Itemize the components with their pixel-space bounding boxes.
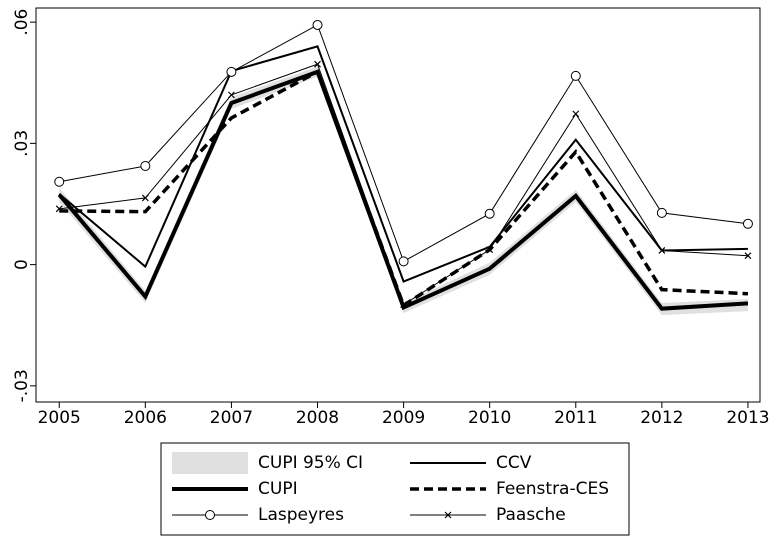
- x-tick-label: 2012: [640, 408, 683, 428]
- point-marker: [55, 205, 63, 213]
- x-tick-label: 2013: [726, 408, 769, 428]
- point-marker: [570, 70, 581, 81]
- legend-marker: [205, 510, 215, 520]
- point-marker: [314, 60, 321, 68]
- plot-frame: [35, 7, 761, 403]
- y-tick-label: .06: [12, 9, 32, 36]
- point-marker: [141, 194, 149, 202]
- point-marker: [398, 256, 409, 267]
- series-line: [59, 63, 748, 306]
- point-marker: [484, 208, 495, 219]
- point-marker: [54, 176, 65, 187]
- x-tick-label: 2006: [124, 408, 167, 428]
- series-line: [58, 45, 748, 283]
- x-tick-label: 2007: [210, 408, 253, 428]
- legend-label: CUPI 95% CI: [258, 453, 363, 473]
- x-tick-label: 2010: [468, 408, 511, 428]
- x-tick-label: 2005: [38, 408, 81, 428]
- point-marker: [486, 246, 494, 254]
- legend-label: Paasche: [496, 505, 566, 525]
- legend-swatch: [172, 452, 248, 474]
- point-marker: [227, 91, 235, 99]
- legend-label: Laspeyres: [258, 505, 344, 525]
- x-tick-label: 2011: [554, 408, 597, 428]
- y-tick-label: -.03: [12, 369, 32, 402]
- y-tick-label: 0: [12, 259, 32, 270]
- point-marker: [656, 207, 667, 218]
- point-marker: [140, 161, 151, 172]
- point-marker: [744, 252, 752, 260]
- series-line: [59, 69, 749, 309]
- legend-label: CUPI: [258, 479, 298, 499]
- legend-label: Feenstra-CES: [496, 479, 609, 499]
- point-marker: [226, 66, 237, 77]
- point-marker: [572, 110, 580, 118]
- point-marker: [312, 19, 323, 30]
- y-tick-label: .03: [12, 130, 32, 157]
- point-marker: [658, 247, 666, 254]
- series-line: [57, 69, 749, 311]
- x-tick-label: 2009: [382, 408, 425, 428]
- legend-marker: [444, 511, 452, 519]
- legend-label: CCV: [496, 453, 532, 473]
- point-marker: [742, 218, 753, 229]
- x-tick-label: 2008: [296, 408, 339, 428]
- point-marker: [400, 301, 408, 309]
